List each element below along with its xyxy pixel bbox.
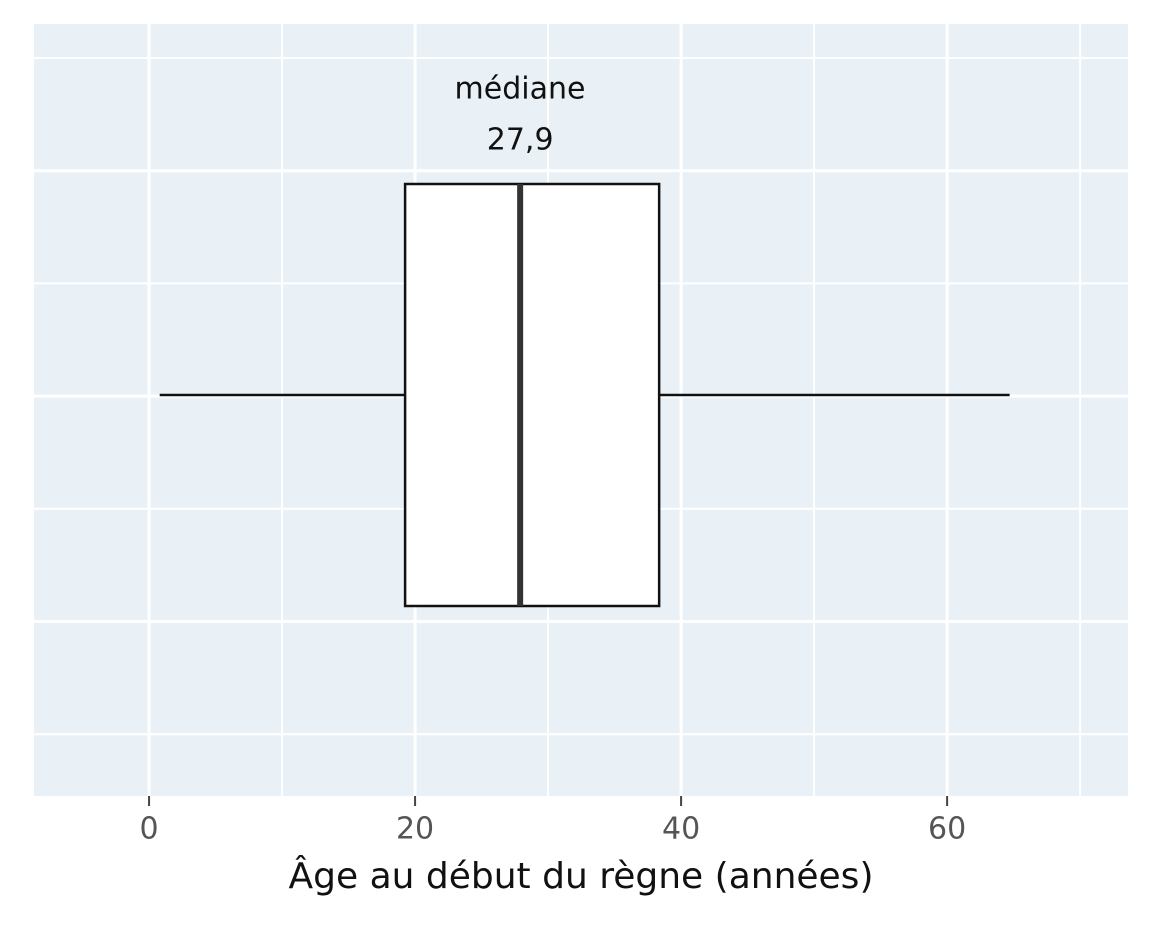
x-tick-label: 20 (396, 812, 434, 847)
annotation: médiane (455, 72, 586, 107)
median-label: 27,9 (487, 123, 554, 158)
x-tick-label: 0 (140, 812, 159, 847)
x-tick-label: 60 (928, 812, 966, 847)
x-tick-label: 40 (662, 812, 700, 847)
x-axis-title: Âge au début du règne (années) (289, 855, 874, 897)
box (403, 182, 661, 608)
